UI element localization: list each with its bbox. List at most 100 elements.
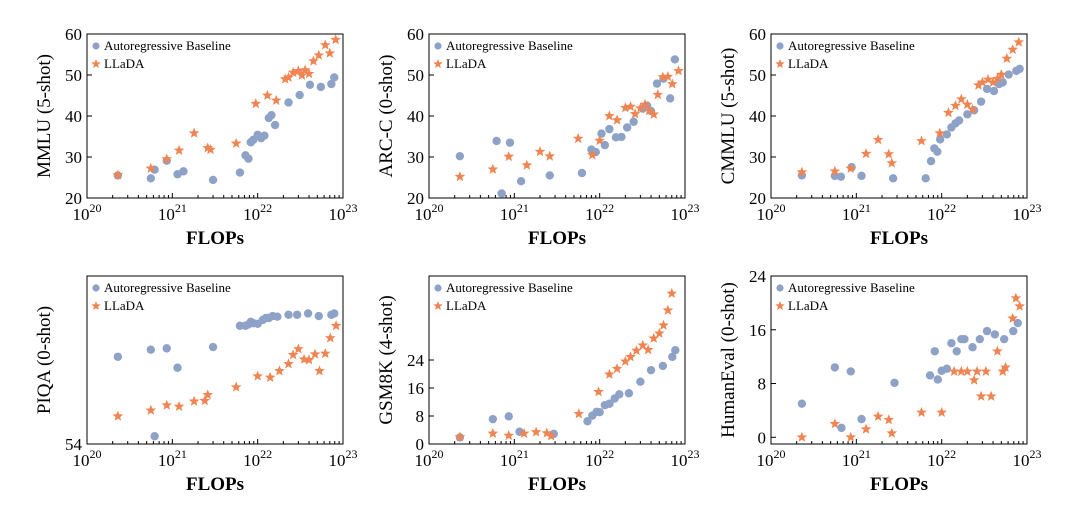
y-tick-label: 0 xyxy=(416,435,425,454)
x-axis-label: FLOPs xyxy=(528,228,586,249)
baseline-point xyxy=(617,132,626,142)
llada-point xyxy=(112,410,124,421)
baseline-point xyxy=(947,339,956,348)
baseline-point xyxy=(797,399,807,408)
baseline-point xyxy=(146,174,156,183)
llada-point xyxy=(829,165,841,176)
legend-llada-label: LLaDA xyxy=(446,56,487,71)
baseline-point xyxy=(244,154,253,163)
llada-point xyxy=(860,148,872,159)
chart-panel-3: 1020 1021 1022 1023 20 30 40 50 60 FLOPs CMMLU (5-… xyxy=(718,25,1042,249)
llada-point xyxy=(545,430,557,441)
llada-point xyxy=(635,102,646,113)
llada-point xyxy=(287,66,299,78)
llada-point xyxy=(662,304,674,315)
x-tick-label: 1020 xyxy=(757,447,786,470)
y-tick-label: 20 xyxy=(65,189,82,208)
llada-point xyxy=(145,162,157,174)
y-tick-label: 0 xyxy=(758,428,767,447)
llada-point xyxy=(324,332,336,343)
llada-point xyxy=(916,406,927,417)
baseline-point xyxy=(545,171,554,180)
baseline-point xyxy=(622,123,632,132)
baseline-point xyxy=(975,334,985,344)
y-tick-label: 50 xyxy=(749,66,766,85)
llada-point xyxy=(625,351,636,362)
legend-baseline-marker xyxy=(92,42,100,50)
x-tick-label: 1021 xyxy=(158,447,187,470)
baseline-point xyxy=(1009,326,1018,336)
baseline-point xyxy=(846,367,855,376)
baseline-point xyxy=(295,90,304,100)
baseline-point xyxy=(146,345,156,354)
y-tick-label: 54 xyxy=(65,435,83,454)
llada-point xyxy=(330,320,342,331)
baseline-point xyxy=(595,407,604,417)
x-tick-label: 1022 xyxy=(927,447,956,470)
llada-point xyxy=(666,78,678,89)
llada-point xyxy=(202,389,214,400)
baseline-point xyxy=(492,136,501,146)
baseline-point xyxy=(652,79,662,88)
llada-point xyxy=(188,127,200,138)
legend-baseline-label: Autoregressive Baseline xyxy=(446,38,573,53)
chart-panel-6: 1020 1021 1022 1023 0 8 16 24 FLOPs HumanEval (0-… xyxy=(718,267,1042,495)
legend-baseline-label: Autoregressive Baseline xyxy=(788,38,915,53)
llada-point xyxy=(541,427,553,438)
llada-point xyxy=(643,105,655,116)
y-axis-label: MMLU (5-shot) xyxy=(34,54,55,178)
baseline-point xyxy=(998,78,1007,87)
y-tick-label: 50 xyxy=(407,66,424,85)
x-tick-label: 1023 xyxy=(329,201,358,224)
baseline-point xyxy=(636,377,645,386)
llada-point xyxy=(980,365,992,376)
x-tick-label: 1023 xyxy=(671,201,700,224)
y-axis-label: ARC-C (0-shot) xyxy=(376,55,397,178)
x-tick-label: 1022 xyxy=(243,201,272,224)
llada-point xyxy=(971,365,983,376)
legend-llada-marker xyxy=(433,59,443,69)
y-tick-label: 30 xyxy=(749,148,766,167)
x-tick-label: 1021 xyxy=(500,201,529,224)
baseline-point xyxy=(488,414,498,424)
baseline-point xyxy=(597,129,606,138)
llada-point xyxy=(673,65,684,76)
llada-point xyxy=(886,427,898,438)
llada-point xyxy=(845,431,857,442)
baseline-point xyxy=(888,174,898,183)
baseline-point xyxy=(668,352,677,362)
llada-point xyxy=(968,374,980,385)
llada-point xyxy=(270,94,282,105)
baseline-point xyxy=(890,378,899,388)
llada-point xyxy=(319,39,331,50)
llada-point xyxy=(279,73,291,84)
chart-panel-4: 1020 1021 1022 1023 54 FLOPs PIQA (0-shot) Auto… xyxy=(34,275,358,495)
llada-point xyxy=(1010,292,1022,303)
llada-point xyxy=(652,89,664,100)
y-axis-label: CMMLU (5-shot) xyxy=(718,48,739,185)
x-axis-label: FLOPs xyxy=(186,228,244,249)
x-tick-label: 1020 xyxy=(757,201,786,224)
legend-llada-label: LLaDA xyxy=(104,56,145,71)
legend-llada-marker xyxy=(91,59,101,69)
baseline-point xyxy=(836,172,846,181)
baseline-point xyxy=(516,176,526,186)
baseline-point xyxy=(942,364,952,373)
llada-point xyxy=(637,339,649,350)
y-axis-label: PIQA (0-shot) xyxy=(34,306,55,414)
legend-llada-label: LLaDA xyxy=(104,298,145,313)
baseline-point xyxy=(505,138,515,147)
llada-point xyxy=(293,65,304,76)
llada-point xyxy=(324,47,336,58)
llada-point xyxy=(845,162,857,174)
y-tick-label: 60 xyxy=(65,25,82,44)
llada-point xyxy=(487,427,499,439)
llada-point xyxy=(250,98,262,109)
llada-point xyxy=(962,98,973,110)
llada-point xyxy=(287,349,299,360)
llada-point xyxy=(296,69,308,80)
y-axis-label: HumanEval (0-shot) xyxy=(718,282,739,438)
llada-point xyxy=(995,68,1007,80)
y-tick-label: 20 xyxy=(407,189,424,208)
x-tick-label: 1023 xyxy=(1013,447,1042,470)
